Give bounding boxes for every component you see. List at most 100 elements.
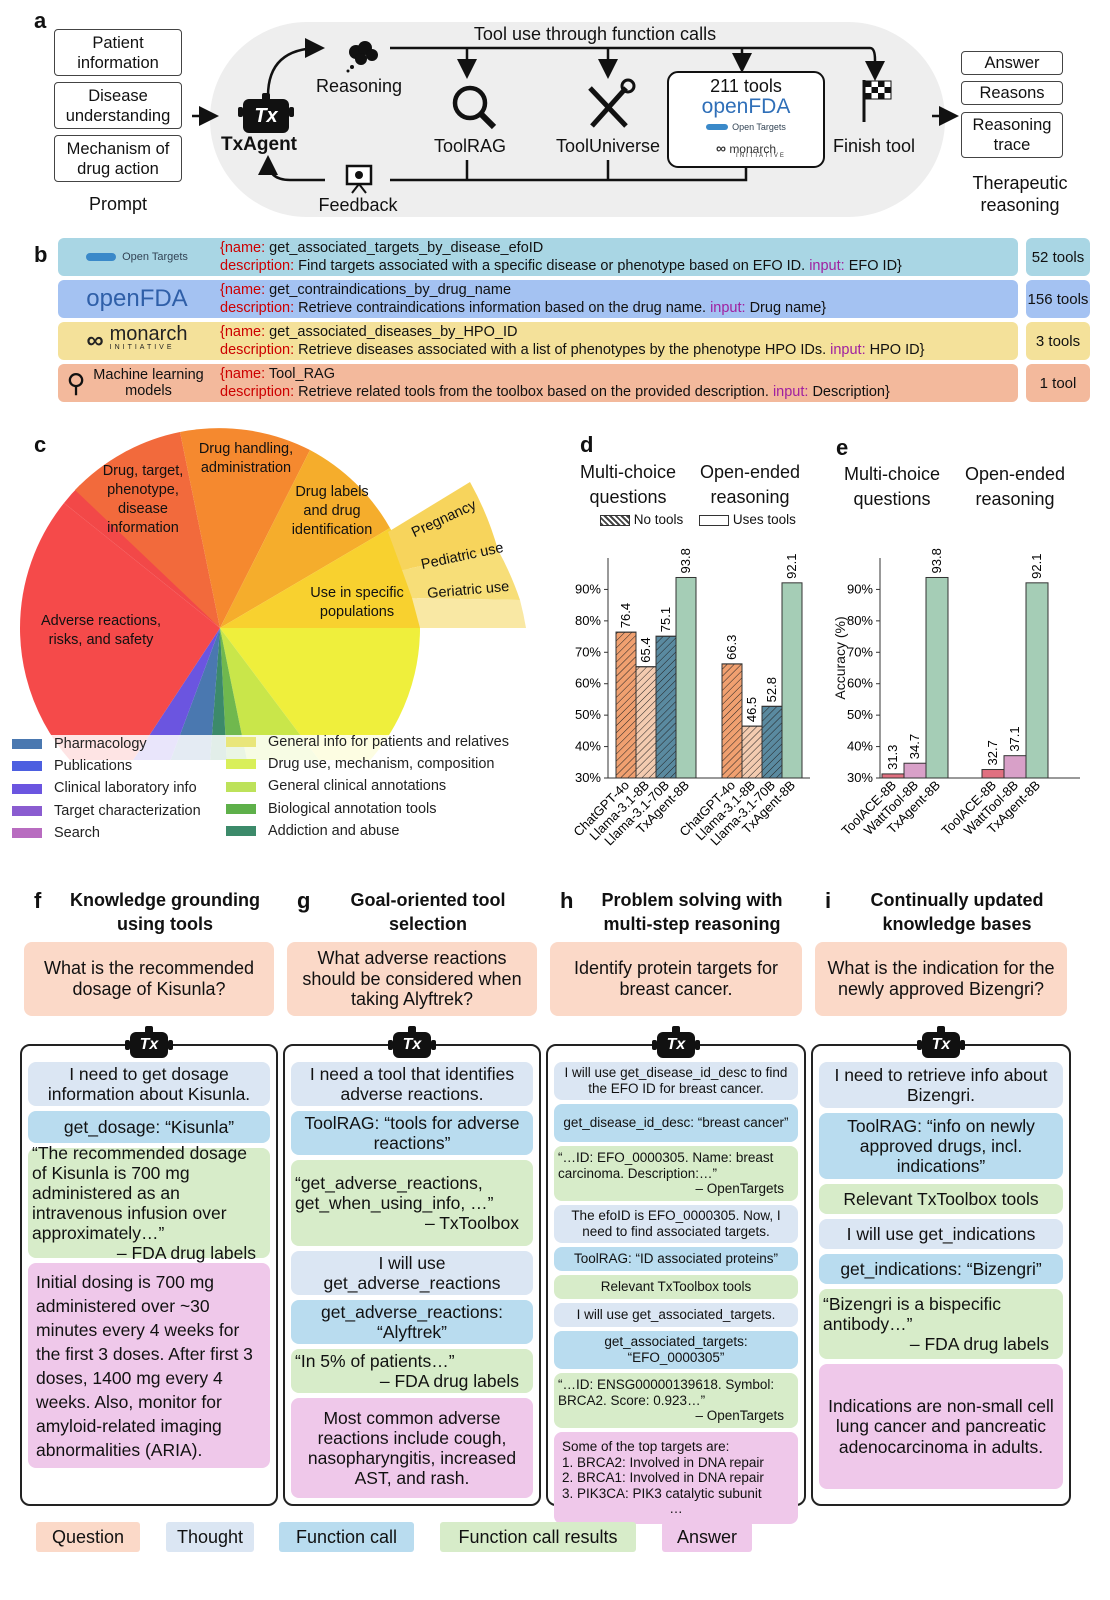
legend-addiction: Addiction and abuse bbox=[226, 820, 509, 842]
y-tick-label: 40% bbox=[575, 739, 601, 754]
step-g-0: I need a tool that identifies adverse re… bbox=[291, 1062, 533, 1106]
panel-title-i: Continually updated knowledge bases bbox=[870, 890, 1044, 934]
step-text: Some of the top targets are: bbox=[562, 1439, 730, 1455]
txagent-icon-h: Tx bbox=[652, 1026, 700, 1058]
opentargets-row-logo: Open Targets bbox=[62, 240, 212, 274]
input-disease-understanding: Disease understanding bbox=[54, 82, 182, 129]
step-text: “…ID: ENSG00000139618. Symbol: BRCA2. Sc… bbox=[558, 1377, 775, 1408]
legend-question: Question bbox=[36, 1522, 140, 1552]
reasoning-label: Reasoning bbox=[316, 76, 403, 96]
step-h-2: “…ID: EFO_0000305. Name: breast carcinom… bbox=[554, 1146, 798, 1201]
legend-general-info: General info for patients and relatives bbox=[226, 731, 509, 753]
e-group-oe: Open-ended reasoning bbox=[964, 464, 1066, 509]
monarch-logo: ∞ monarch INITIATIVE bbox=[715, 140, 786, 159]
data-label: 93.8 bbox=[929, 548, 944, 573]
step-text: get_dosage: “Kisunla” bbox=[63, 1116, 235, 1137]
step-text: I will use get_adverse_reactions bbox=[323, 1252, 501, 1293]
step-text: get_disease_id_desc: “breast cancer” bbox=[563, 1115, 789, 1131]
bar-0-0 bbox=[881, 773, 905, 779]
step-g-5: “In 5% of patients…” – FDA drug labels bbox=[291, 1349, 533, 1393]
count-ml-models: 1 tool bbox=[1026, 364, 1090, 402]
y-tick-label: 60% bbox=[575, 676, 601, 691]
data-label: 52.8 bbox=[764, 677, 779, 702]
count-openfda: 156 tools bbox=[1026, 280, 1090, 318]
data-label: 65.4 bbox=[638, 637, 653, 662]
tooluniverse-label: ToolUniverse bbox=[555, 136, 661, 156]
slice-adverse: Adverse reactions, risks, and safety bbox=[40, 613, 162, 648]
step-i-1: ToolRAG: “info on newly approved drugs, … bbox=[819, 1113, 1063, 1179]
list-ellipsis: … bbox=[669, 1501, 683, 1517]
y-tick-label: 50% bbox=[575, 707, 601, 722]
panel-label-a: a bbox=[34, 8, 47, 33]
panel-label-d: d bbox=[580, 432, 594, 457]
step-text: “Bizengri is a bispecific antibody…” bbox=[823, 1293, 1001, 1334]
step-h-8: “…ID: ENSG00000139618. Symbol: BRCA2. Sc… bbox=[554, 1373, 798, 1428]
output-reasoning-trace: Reasoning trace bbox=[961, 112, 1063, 158]
y-tick-label: 70% bbox=[575, 644, 601, 659]
d-group-oe: Open-ended reasoning bbox=[699, 462, 801, 507]
tool-use-title: Tool use through function calls bbox=[440, 24, 750, 45]
panel-label-i: i bbox=[825, 888, 832, 913]
question-f: What is the recommended dosage of Kisunl… bbox=[24, 942, 274, 1016]
tool-row-monarch: ∞ monarch INITIATIVE {name: get_associated… bbox=[58, 322, 1018, 360]
step-h-9: Some of the top targets are: 1. BRCA2: In… bbox=[554, 1432, 798, 1524]
panel-label-f: f bbox=[34, 888, 42, 913]
toolrag-label: ToolRAG bbox=[433, 136, 507, 156]
bar-hatch bbox=[615, 631, 637, 779]
step-source: – FDA drug labels bbox=[116, 1243, 256, 1264]
question-g: What adverse reactions should be conside… bbox=[287, 942, 537, 1016]
step-text: “get_adverse_reactions, get_when_using_i… bbox=[295, 1172, 494, 1213]
toolrag-magnifier-icon bbox=[452, 85, 497, 130]
y-tick-label: 60% bbox=[847, 676, 873, 691]
data-label: 37.1 bbox=[1007, 726, 1022, 751]
data-label: 31.3 bbox=[885, 745, 900, 770]
step-i-3: I will use get_indications bbox=[819, 1219, 1063, 1249]
panel-title-g: Goal-oriented tool selection bbox=[350, 890, 506, 934]
step-i-4: get_indications: “Bizengri” bbox=[819, 1254, 1063, 1284]
tools-count: 211 tools bbox=[710, 76, 782, 96]
step-source: – FDA drug labels bbox=[909, 1334, 1049, 1355]
step-text: Relevant TxToolbox tools bbox=[600, 1279, 752, 1295]
step-text: I need a tool that identifies adverse re… bbox=[309, 1063, 515, 1104]
step-text: Indications are non-small cell lung canc… bbox=[828, 1396, 1054, 1457]
legend-search: Search bbox=[12, 822, 201, 844]
panel-label-c: c bbox=[34, 432, 47, 457]
step-text: I will use get_associated_targets. bbox=[576, 1307, 776, 1323]
output-reasons: Reasons bbox=[961, 81, 1063, 105]
step-text: get_adverse_reactions: “Alyftrek” bbox=[321, 1301, 503, 1342]
step-i-5: “Bizengri is a bispecific antibody…” – FD… bbox=[819, 1289, 1063, 1359]
step-i-2: Relevant TxToolbox tools bbox=[819, 1184, 1063, 1214]
feedback-presentation-icon bbox=[345, 164, 373, 194]
count-opentargets: 52 tools bbox=[1026, 238, 1090, 276]
y-tick-label: 80% bbox=[847, 613, 873, 628]
y-tick-label: 70% bbox=[847, 644, 873, 659]
step-f-2: “The recommended dosage of Kisunla is 70… bbox=[28, 1143, 270, 1263]
data-label: 66.3 bbox=[724, 635, 739, 660]
step-f-3: Initial dosing is 700 mg administered ov… bbox=[28, 1263, 270, 1468]
data-label: 34.7 bbox=[907, 734, 922, 759]
step-f-1: get_dosage: “Kisunla” bbox=[28, 1111, 270, 1143]
bar-hatch bbox=[635, 666, 657, 779]
target-list-item: 2. BRCA1: Involved in DNA repair bbox=[562, 1470, 764, 1486]
legend-general-clinical: General clinical annotations bbox=[226, 775, 509, 797]
step-h-7: get_associated_targets: “EFO_0000305” bbox=[554, 1331, 798, 1369]
data-label: 76.4 bbox=[618, 603, 633, 628]
step-source: – TxToolbox bbox=[424, 1213, 519, 1234]
target-list-item: 1. BRCA2: Involved in DNA repair bbox=[562, 1454, 764, 1470]
tool-row-openfda: openFDA {name: get_contraindications_by_… bbox=[58, 280, 1018, 318]
step-g-2: “get_adverse_reactions, get_when_using_i… bbox=[291, 1160, 533, 1246]
bar-chart-e: 30%40%50%60%70%80%90%31.3ToolACE-8B34.7W… bbox=[838, 548, 1080, 838]
feedback-label: Feedback bbox=[318, 195, 398, 215]
y-tick-label: 90% bbox=[847, 581, 873, 596]
bar-0-3 bbox=[675, 576, 697, 779]
slice-drug-target: Drug, target, phenotype, disease informa… bbox=[102, 463, 184, 536]
step-g-1: ToolRAG: “tools for adverse reactions” bbox=[291, 1111, 533, 1155]
step-text: I need to get dosage information about K… bbox=[47, 1063, 251, 1104]
panel-label-g: g bbox=[297, 888, 311, 913]
legend-pharmacology: Pharmacology bbox=[12, 733, 201, 755]
legend-uses-tools-swatch bbox=[699, 514, 730, 526]
legend-function-call-results: Function call results bbox=[440, 1522, 636, 1552]
step-text: Relevant TxToolbox tools bbox=[843, 1188, 1039, 1209]
legend-thought: Thought bbox=[166, 1522, 254, 1552]
step-h-3: The efoID is EFO_0000305. Now, I need to… bbox=[554, 1205, 798, 1243]
